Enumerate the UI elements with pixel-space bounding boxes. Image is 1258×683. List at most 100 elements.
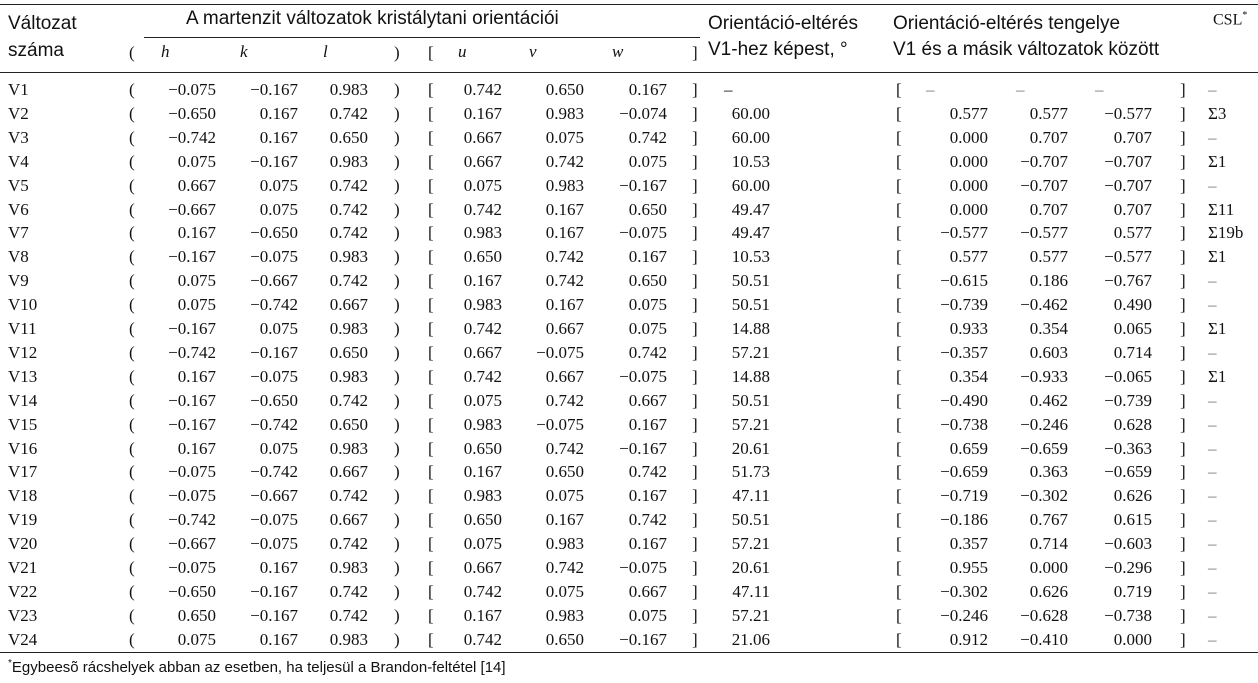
cell-a1: −0.739 bbox=[940, 295, 988, 314]
row-delimiter: ] bbox=[692, 630, 698, 649]
cell-a3: −0.603 bbox=[1104, 534, 1152, 553]
cell-a1: −0.659 bbox=[940, 462, 988, 481]
cell-v: 0.075 bbox=[545, 128, 584, 147]
row-delimiter: ( bbox=[129, 486, 135, 505]
cell-u: 0.167 bbox=[463, 271, 502, 290]
row-delimiter: [ bbox=[428, 319, 434, 338]
cell-h: −0.075 bbox=[168, 558, 216, 577]
header-variant-line1: Változat bbox=[8, 13, 77, 34]
cell-csl: – bbox=[1208, 582, 1217, 601]
cell-u: 0.742 bbox=[463, 200, 502, 219]
cell-a3: −0.577 bbox=[1104, 247, 1152, 266]
cell-a1: 0.577 bbox=[949, 247, 988, 266]
cell-w: 0.167 bbox=[628, 534, 667, 553]
cell-angle: 20.61 bbox=[731, 439, 770, 458]
header-csl-label: CSL bbox=[1213, 11, 1243, 29]
cell-w: 0.667 bbox=[628, 391, 667, 410]
cell-variant-id: V6 bbox=[8, 200, 29, 219]
cell-u: 0.983 bbox=[463, 486, 502, 505]
cell-u: 0.167 bbox=[463, 462, 502, 481]
row-delimiter: ) bbox=[394, 176, 400, 195]
cell-a2: 0.707 bbox=[1029, 200, 1068, 219]
cell-k: −0.075 bbox=[250, 367, 298, 386]
row-delimiter: [ bbox=[428, 271, 434, 290]
row-delimiter: ( bbox=[129, 415, 135, 434]
row-delimiter: [ bbox=[428, 462, 434, 481]
header-csl-mark: * bbox=[1242, 10, 1248, 21]
cell-a3: 0.707 bbox=[1113, 128, 1152, 147]
cell-a1: 0.000 bbox=[949, 200, 988, 219]
cell-h: −0.650 bbox=[168, 104, 216, 123]
row-delimiter: [ bbox=[896, 176, 902, 195]
row-delimiter: [ bbox=[428, 176, 434, 195]
row-delimiter: ] bbox=[1180, 152, 1186, 171]
row-delimiter: [ bbox=[428, 200, 434, 219]
row-delimiter: ( bbox=[129, 271, 135, 290]
cell-a1: −0.738 bbox=[940, 415, 988, 434]
cell-a1: −0.246 bbox=[940, 606, 988, 625]
cell-l: 0.650 bbox=[329, 128, 368, 147]
cell-l: 0.667 bbox=[329, 510, 368, 529]
cell-variant-id: V15 bbox=[8, 415, 38, 434]
cell-angle: 57.21 bbox=[731, 534, 770, 553]
cell-k: −0.167 bbox=[250, 80, 298, 99]
cell-h: −0.075 bbox=[168, 80, 216, 99]
cell-l: 0.983 bbox=[329, 439, 368, 458]
cell-a3: −0.659 bbox=[1104, 462, 1152, 481]
header-axis-line2: V1 és a másik változatok között bbox=[893, 39, 1160, 60]
row-delimiter: ] bbox=[692, 80, 698, 99]
row-delimiter: [ bbox=[896, 104, 902, 123]
cell-h: −0.742 bbox=[168, 510, 216, 529]
row-delimiter: ] bbox=[692, 510, 698, 529]
cell-v: 0.742 bbox=[545, 439, 584, 458]
cell-l: 0.983 bbox=[329, 80, 368, 99]
cell-k: 0.075 bbox=[259, 176, 298, 195]
cell-v: 0.167 bbox=[545, 295, 584, 314]
header-axis-line1: Orientáció-eltérés tengelye bbox=[893, 13, 1121, 34]
cell-l: 0.983 bbox=[329, 152, 368, 171]
row-delimiter: ] bbox=[692, 128, 698, 147]
cell-angle: 50.51 bbox=[731, 510, 770, 529]
row-delimiter: [ bbox=[428, 439, 434, 458]
cell-variant-id: V19 bbox=[8, 510, 38, 529]
cell-csl: – bbox=[1208, 462, 1217, 481]
cell-v: 0.167 bbox=[545, 223, 584, 242]
cell-v: 0.742 bbox=[545, 152, 584, 171]
row-delimiter: [ bbox=[896, 247, 902, 266]
row-delimiter: ] bbox=[1180, 367, 1186, 386]
row-delimiter: ( bbox=[129, 223, 135, 242]
cell-l: 0.983 bbox=[329, 319, 368, 338]
row-delimiter: ] bbox=[692, 439, 698, 458]
cell-l: 0.742 bbox=[329, 200, 368, 219]
cell-a3: 0.490 bbox=[1113, 295, 1152, 314]
header-angle-line2: V1-hez képest, ° bbox=[708, 39, 848, 60]
cell-u: 0.983 bbox=[463, 415, 502, 434]
cell-h: 0.075 bbox=[177, 630, 216, 649]
cell-a2: −0.707 bbox=[1020, 176, 1068, 195]
row-delimiter: [ bbox=[896, 223, 902, 242]
cell-h: −0.742 bbox=[168, 343, 216, 362]
cell-k: −0.650 bbox=[250, 391, 298, 410]
row-delimiter: ) bbox=[394, 415, 400, 434]
row-delimiter: [ bbox=[428, 152, 434, 171]
group-underline bbox=[144, 37, 700, 38]
row-delimiter: ] bbox=[1180, 104, 1186, 123]
row-delimiter: ] bbox=[692, 582, 698, 601]
row-delimiter: [ bbox=[896, 152, 902, 171]
table-bottom-rule bbox=[0, 652, 1258, 653]
row-delimiter: [ bbox=[428, 247, 434, 266]
cell-variant-id: V8 bbox=[8, 247, 29, 266]
cell-l: 0.742 bbox=[329, 582, 368, 601]
row-delimiter: [ bbox=[896, 462, 902, 481]
cell-w: 0.075 bbox=[628, 319, 667, 338]
cell-v: 0.742 bbox=[545, 271, 584, 290]
row-delimiter: [ bbox=[896, 271, 902, 290]
row-delimiter: [ bbox=[428, 104, 434, 123]
cell-csl: – bbox=[1208, 176, 1217, 195]
cell-variant-id: V23 bbox=[8, 606, 38, 625]
row-delimiter: ] bbox=[692, 606, 698, 625]
cell-variant-id: V5 bbox=[8, 176, 29, 195]
cell-a2: −0.628 bbox=[1020, 606, 1068, 625]
cell-h: 0.075 bbox=[177, 271, 216, 290]
row-delimiter: ] bbox=[692, 343, 698, 362]
